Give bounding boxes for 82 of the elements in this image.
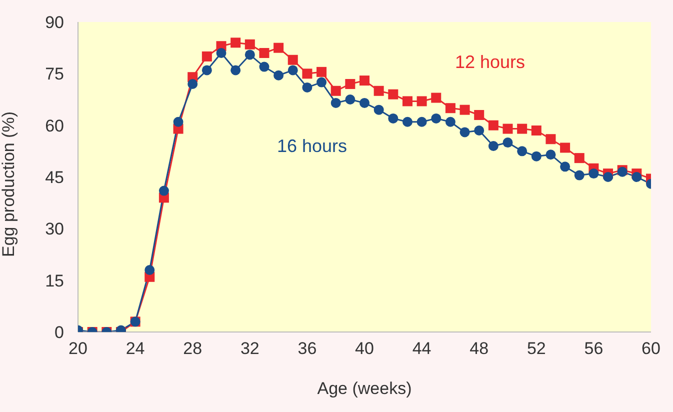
point [188, 79, 198, 89]
x-tick-label: 32 [240, 339, 260, 358]
series-label: 16 hours [277, 136, 348, 157]
point [288, 65, 298, 76]
x-axis-title: Age (weeks) [317, 379, 412, 398]
point [431, 113, 442, 124]
y-tick-label: 60 [45, 116, 64, 136]
point [531, 151, 542, 162]
point [259, 48, 270, 58]
point [288, 54, 298, 65]
point [360, 98, 370, 108]
x-tick-label: 52 [526, 339, 546, 358]
point [460, 104, 470, 115]
point [230, 38, 241, 48]
point [316, 77, 327, 88]
y-tick-label: 90 [45, 13, 64, 32]
x-tick-label: 60 [642, 339, 660, 358]
y-tick-label: 15 [45, 271, 64, 290]
x-tick-label: 44 [412, 339, 432, 358]
x-tick-label: 48 [470, 339, 489, 358]
point [388, 89, 398, 100]
x-tick-label: 20 [68, 339, 88, 358]
point [632, 172, 642, 182]
point [302, 68, 312, 79]
point [574, 153, 584, 164]
x-tick-label: 36 [298, 339, 317, 358]
point [144, 265, 155, 275]
point [531, 126, 542, 136]
y-axis-title: Egg production (%) [0, 111, 18, 257]
point [345, 94, 356, 104]
point [330, 98, 341, 108]
point [416, 96, 427, 106]
x-tick-label: 56 [584, 339, 604, 358]
point [474, 126, 484, 136]
point [274, 70, 284, 80]
point [546, 150, 556, 160]
point [603, 172, 614, 182]
point [488, 120, 498, 130]
point [488, 141, 498, 151]
y-tick-label: 30 [45, 220, 64, 239]
point [402, 96, 412, 106]
point [588, 168, 599, 179]
x-tick-label: 40 [355, 339, 374, 358]
y-tick-label: 0 [54, 323, 64, 342]
point [259, 62, 270, 72]
point [244, 50, 255, 60]
point [517, 124, 528, 134]
point [402, 116, 412, 127]
point [374, 104, 384, 115]
point [202, 51, 212, 62]
point [574, 170, 584, 180]
point [202, 65, 212, 76]
point [431, 92, 442, 103]
point [345, 79, 356, 89]
point [374, 86, 384, 96]
point [546, 134, 556, 144]
point [244, 39, 255, 50]
point [388, 113, 398, 124]
point [360, 76, 370, 86]
point [460, 127, 470, 138]
point [474, 110, 484, 120]
point [316, 66, 327, 77]
point [416, 116, 427, 127]
point [445, 103, 456, 114]
point [560, 162, 570, 172]
point [560, 142, 570, 153]
y-tick-label: 45 [45, 168, 64, 188]
x-tick-label: 24 [126, 339, 145, 358]
y-tick-label: 75 [45, 64, 64, 84]
point [302, 82, 312, 92]
x-tick-label: 28 [183, 339, 202, 358]
point [216, 48, 226, 58]
point [230, 65, 241, 76]
point [502, 124, 513, 134]
point [330, 86, 341, 96]
point [517, 146, 528, 156]
point [445, 116, 456, 127]
point [274, 42, 284, 53]
series-label: 12 hours [455, 52, 526, 73]
point [173, 116, 184, 127]
point [502, 138, 513, 148]
point [158, 186, 169, 196]
